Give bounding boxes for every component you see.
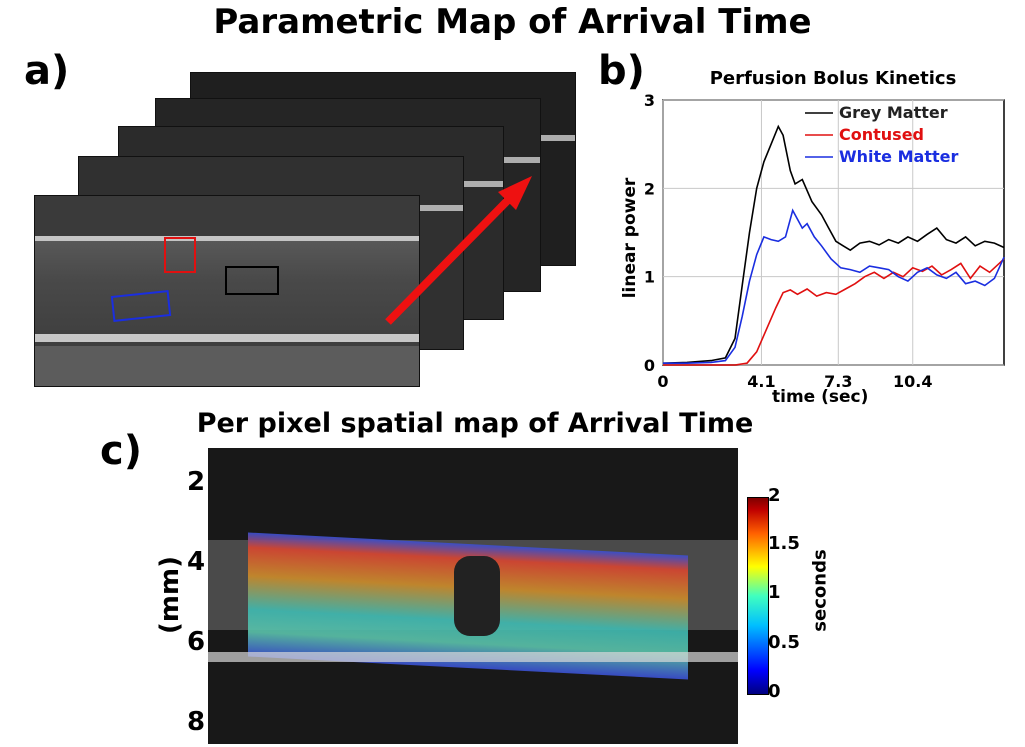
arrival-time-map bbox=[208, 448, 738, 744]
x-tick-label: 10.4 bbox=[893, 372, 932, 391]
map-y-axis-label: (mm) bbox=[155, 556, 185, 634]
x-tick-label: 4.1 bbox=[747, 372, 775, 391]
figure-title: Parametric Map of Arrival Time bbox=[213, 2, 812, 42]
y-tick-label: 3 bbox=[644, 91, 655, 110]
perfusion-chart: 0 4.1 7.3 10.4 0 1 2 3 Grey Matter Contused White… bbox=[644, 91, 1005, 391]
colorbar-tick-0-5: 0.5 bbox=[768, 632, 800, 653]
roi-contused-box bbox=[164, 237, 196, 273]
x-tick-label: 0 bbox=[657, 372, 668, 391]
y-tick-label: 2 bbox=[644, 179, 655, 198]
colorbar-tick-1: 1 bbox=[768, 582, 781, 603]
series-line-contused bbox=[663, 258, 1005, 366]
colorbar-label: seconds bbox=[809, 549, 831, 632]
tissue-region bbox=[35, 236, 419, 346]
map-ytick-4: 4 bbox=[187, 547, 206, 577]
colorbar-tick-1-5: 1.5 bbox=[768, 533, 800, 554]
ultrasound-frame-front bbox=[34, 195, 420, 387]
lesion-region bbox=[454, 556, 500, 636]
legend-label: White Matter bbox=[839, 147, 958, 166]
y-tick-label: 0 bbox=[644, 356, 655, 375]
map-ytick-6: 6 bbox=[187, 627, 206, 657]
colorbar-tick-0: 0 bbox=[768, 681, 781, 702]
legend-label: Contused bbox=[839, 125, 924, 144]
colorbar-tick-2: 2 bbox=[768, 485, 781, 506]
x-axis-label: time (sec) bbox=[772, 387, 869, 407]
panel-a-frame-stack bbox=[0, 0, 590, 400]
chart-title: Perfusion Bolus Kinetics bbox=[709, 68, 957, 89]
series-line-white-matter bbox=[663, 208, 1005, 365]
time-direction-arrow bbox=[385, 176, 532, 325]
panel-label-b: b) bbox=[598, 48, 645, 94]
map-title: Per pixel spatial map of Arrival Time bbox=[196, 408, 754, 439]
panel-label-a: a) bbox=[24, 48, 70, 94]
colorbar bbox=[747, 497, 769, 695]
map-ytick-2: 2 bbox=[187, 467, 206, 497]
roi-grey-matter-box bbox=[225, 266, 279, 295]
y-axis-label: linear power bbox=[620, 177, 640, 299]
legend-label: Grey Matter bbox=[839, 103, 948, 122]
map-ytick-8: 8 bbox=[187, 707, 206, 737]
panel-label-c: c) bbox=[100, 428, 142, 474]
series-line-grey-matter bbox=[662, 124, 1005, 364]
y-tick-label: 1 bbox=[644, 268, 655, 287]
x-tick-label: 7.3 bbox=[824, 372, 852, 391]
